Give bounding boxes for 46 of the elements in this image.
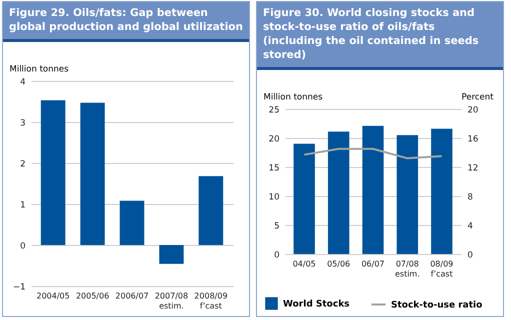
y-tick-label: 2 <box>20 160 26 170</box>
bar <box>396 135 418 254</box>
bar <box>362 126 384 254</box>
bar <box>80 102 105 245</box>
y-tick-label: 3 <box>20 118 26 128</box>
x-tick-label: 2004/05 <box>36 292 70 300</box>
y-tick-label: 1 <box>20 200 26 210</box>
y-axis-title: Million tonnes <box>264 92 324 102</box>
y2-tick-label: 0 <box>468 250 473 260</box>
legend-label: Stock-to-use ratio <box>391 300 482 310</box>
bar <box>328 132 350 254</box>
bar <box>120 200 144 245</box>
x-tick-label: 08/09 f’cast <box>430 260 454 278</box>
x-tick-label: 06/07 <box>361 260 385 268</box>
x-tick-label: 2005/06 <box>76 292 110 300</box>
x-tick-label: 2008/09 f’cast <box>194 292 228 310</box>
y-tick-label: 25 <box>268 106 280 116</box>
y2-tick-label: 8 <box>468 192 473 202</box>
x-tick-label: 2006/07 <box>115 292 149 300</box>
bar <box>159 245 184 264</box>
y-axis-title: Million tonnes <box>10 64 70 74</box>
y-tick-label: 0 <box>274 250 280 260</box>
chart-title: Figure 30. World closing stocks and stock-to-use ratio of oils/fats (including the oil contained in seeds stored) <box>257 2 503 70</box>
y-tick-label: 15 <box>268 164 280 174</box>
legend-label: World Stocks <box>283 300 350 310</box>
y2-tick-label: 4 <box>468 222 473 232</box>
y-tick-label: 5 <box>274 222 280 232</box>
bar <box>431 128 452 254</box>
x-tick-label: 04/05 <box>292 260 316 268</box>
chart-title: Figure 29. Oils/fats: Gap between global production and global utilization <box>3 2 249 42</box>
x-tick-label: 05/06 <box>327 260 350 268</box>
bar <box>294 144 315 254</box>
y2-tick-label: 16 <box>468 134 478 144</box>
bar <box>198 176 224 245</box>
y-tick-label: −1 <box>12 282 26 292</box>
x-tick-label: 2007/08 estim. <box>154 292 188 310</box>
y-tick-label: 0 <box>20 242 26 252</box>
y2-tick-label: 20 <box>468 106 478 116</box>
y2-axis-title: Percent <box>462 92 494 102</box>
y2-tick-label: 12 <box>468 164 478 174</box>
x-tick-label: 07/08 estim. <box>394 260 420 278</box>
line-series <box>303 148 443 160</box>
y-tick-label: 10 <box>268 192 280 202</box>
bar <box>40 100 66 245</box>
y-tick-label: 20 <box>268 134 280 144</box>
y-tick-label: 4 <box>20 78 26 88</box>
